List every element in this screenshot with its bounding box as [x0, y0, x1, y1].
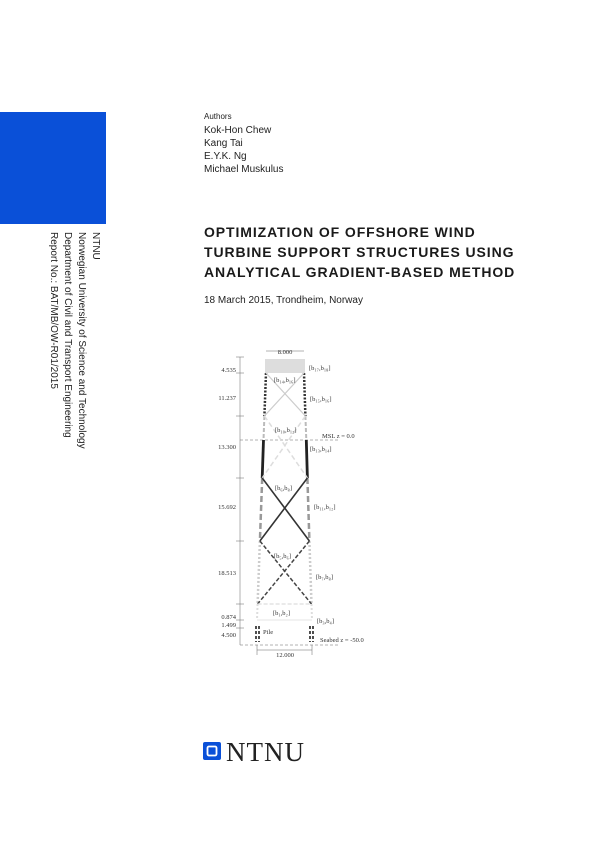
height: 4.535 [221, 367, 236, 374]
title: OPTIMIZATION OF OFFSHORE WIND TURBINE SU… [204, 222, 515, 282]
title-line: OPTIMIZATION OF OFFSHORE WIND [204, 224, 476, 240]
institution-line: Report No.: BAT/MB/OW-R01/2015 [48, 232, 59, 389]
institution: NTNU Norwegian University of Science and… [47, 232, 103, 472]
leg-label: [b₁₇,b₁₈] [309, 365, 331, 372]
pile-label: Pile [263, 629, 273, 636]
transition-piece [265, 359, 305, 373]
title-line: TURBINE SUPPORT STRUCTURES USING [204, 244, 515, 260]
institution-line: Department of Civil and Transport Engine… [62, 232, 73, 438]
jacket [255, 372, 314, 642]
height: 13.300 [218, 444, 236, 451]
height: 0.874 [221, 614, 236, 621]
institution-line: Norwegian University of Science and Tech… [76, 232, 87, 449]
institution-line: NTNU [90, 232, 101, 260]
leg-label: [b₇,b₈] [316, 574, 333, 581]
author: Kok-Hon Chew [204, 125, 272, 136]
leg-label: [b₁₅,b₁₆] [310, 396, 332, 403]
author: E.Y.K. Ng [204, 151, 247, 162]
leg-label: [b₃,b₄] [317, 618, 334, 625]
blue-block [0, 112, 106, 224]
date: 18 March 2015, Trondheim, Norway [204, 295, 363, 306]
height: 15.692 [218, 504, 236, 511]
author: Kang Tai [204, 138, 243, 149]
msl-label: MSL z = 0.0 [322, 433, 355, 440]
leg-label: [b₁₃,b₁₄] [310, 446, 332, 453]
brace-label: [b₁₄,b₁₆] [274, 377, 296, 384]
brace-label: [b₁,b₂] [273, 610, 290, 617]
brace-label: [b₅,b₆] [274, 553, 291, 560]
logo-icon [203, 742, 221, 760]
height: 4.500 [221, 632, 236, 639]
height: 1.499 [221, 622, 236, 629]
authors-heading: Authors [204, 112, 232, 121]
height: 18.513 [218, 570, 236, 577]
dimension-lines [236, 350, 340, 655]
brace-label: [b₁₀,b₁₂] [275, 427, 297, 434]
height: 11.237 [218, 395, 236, 402]
bottom-width: 12.000 [276, 652, 294, 659]
top-width: 8.000 [278, 349, 293, 356]
brace-label: [b₆,b₈] [275, 485, 292, 492]
authors: Authors Kok-Hon Chew Kang Tai E.Y.K. Ng … [204, 112, 283, 176]
author: Michael Muskulus [204, 164, 284, 175]
logo-text: NTNU [226, 737, 305, 767]
seabed-label: Seabed z = -50.0 [320, 637, 364, 644]
leg-label: [b₁₁,b₁₂] [314, 504, 336, 511]
title-line: ANALYTICAL GRADIENT-BASED METHOD [204, 264, 516, 280]
